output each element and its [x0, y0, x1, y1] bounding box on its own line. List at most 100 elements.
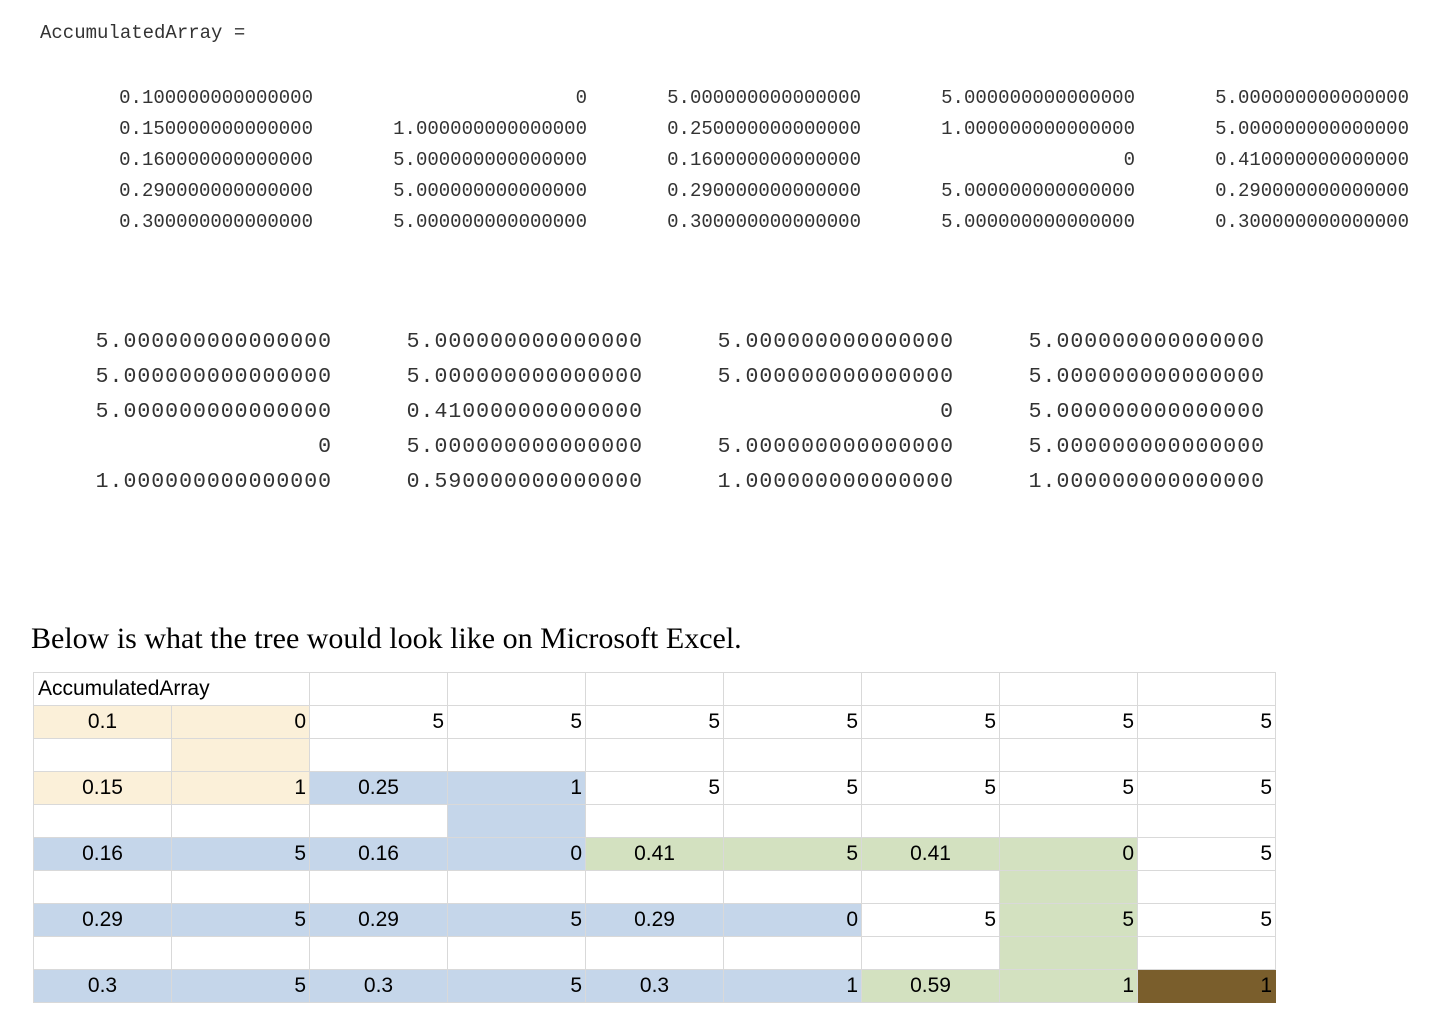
- sheet-cell[interactable]: 0: [999, 837, 1138, 871]
- sheet-cell[interactable]: [447, 936, 586, 970]
- sheet-cell[interactable]: 0.16: [33, 837, 172, 871]
- sheet-cell[interactable]: [309, 936, 448, 970]
- sheet-cell[interactable]: 0.29: [585, 903, 724, 937]
- sheet-cell[interactable]: 0.3: [309, 969, 448, 1003]
- sheet-cell[interactable]: 5: [861, 705, 1000, 739]
- sheet-cell[interactable]: [861, 870, 1000, 904]
- sheet-cell[interactable]: 5: [1137, 837, 1276, 871]
- sheet-row: 0.29 5 0.29 5 0.29 0 5 5 5: [33, 903, 1276, 937]
- sheet-cell[interactable]: [999, 870, 1138, 904]
- sheet-cell[interactable]: 0.59: [861, 969, 1000, 1003]
- sheet-cell[interactable]: [861, 936, 1000, 970]
- sheet-cell[interactable]: [1137, 672, 1276, 706]
- sheet-cell[interactable]: 5: [861, 771, 1000, 805]
- sheet-cell[interactable]: 0.15: [33, 771, 172, 805]
- sheet-cell[interactable]: 5: [171, 903, 310, 937]
- sheet-cell[interactable]: 0.25: [309, 771, 448, 805]
- sheet-cell[interactable]: 0: [447, 837, 586, 871]
- sheet-cell[interactable]: [33, 936, 172, 970]
- sheet-cell[interactable]: [1137, 804, 1276, 838]
- output-row: 5.000000000000000 0.410000000000000 0 5.000…: [40, 394, 1265, 429]
- sheet-cell[interactable]: [723, 870, 862, 904]
- output-value: 5.000000000000000: [667, 86, 861, 109]
- sheet-cell[interactable]: [33, 738, 172, 772]
- sheet-cell[interactable]: [33, 870, 172, 904]
- sheet-cell[interactable]: [447, 672, 586, 706]
- sheet-cell[interactable]: [861, 738, 1000, 772]
- sheet-cell[interactable]: 5: [585, 771, 724, 805]
- sheet-cell[interactable]: 5: [723, 771, 862, 805]
- sheet-cell[interactable]: 1: [447, 771, 586, 805]
- sheet-cell[interactable]: [1137, 738, 1276, 772]
- sheet-cell[interactable]: 0.29: [33, 903, 172, 937]
- sheet-cell[interactable]: [171, 870, 310, 904]
- sheet-cell[interactable]: 0.29: [309, 903, 448, 937]
- sheet-cell[interactable]: 0.16: [309, 837, 448, 871]
- sheet-cell[interactable]: [171, 804, 310, 838]
- sheet-cell[interactable]: [999, 936, 1138, 970]
- sheet-cell[interactable]: [309, 870, 448, 904]
- sheet-cell[interactable]: [999, 804, 1138, 838]
- sheet-cell[interactable]: [171, 936, 310, 970]
- output-value: 5.000000000000000: [941, 86, 1135, 109]
- sheet-cell[interactable]: 5: [447, 969, 586, 1003]
- sheet-cell[interactable]: 5: [999, 903, 1138, 937]
- sheet-cell[interactable]: 5: [447, 903, 586, 937]
- sheet-cell[interactable]: 5: [171, 969, 310, 1003]
- sheet-cell[interactable]: [585, 804, 724, 838]
- output-value: 1.000000000000000: [717, 470, 954, 495]
- output-row: 0.150000000000000 1.000000000000000 0.2500…: [40, 113, 1409, 144]
- sheet-cell[interactable]: 0.41: [585, 837, 724, 871]
- sheet-cell[interactable]: 5: [723, 837, 862, 871]
- sheet-cell[interactable]: [861, 672, 1000, 706]
- output-row: 0.100000000000000 0 5.000000000000000 5.000…: [40, 82, 1409, 113]
- sheet-cell[interactable]: [171, 738, 310, 772]
- sheet-cell[interactable]: 5: [171, 837, 310, 871]
- sheet-cell[interactable]: [447, 870, 586, 904]
- sheet-cell[interactable]: 1: [171, 771, 310, 805]
- sheet-cell[interactable]: [999, 672, 1138, 706]
- sheet-cell[interactable]: [33, 804, 172, 838]
- sheet-row: [33, 936, 1276, 970]
- sheet-cell[interactable]: [309, 738, 448, 772]
- sheet-cell[interactable]: [723, 738, 862, 772]
- sheet-row: AccumulatedArray: [33, 672, 1276, 706]
- sheet-cell[interactable]: 0.3: [585, 969, 724, 1003]
- sheet-cell[interactable]: 0.41: [861, 837, 1000, 871]
- matrix-output-part-2: 5.000000000000000 5.000000000000000 5.0000…: [40, 324, 1265, 500]
- sheet-cell[interactable]: 5: [999, 771, 1138, 805]
- sheet-cell[interactable]: [309, 672, 448, 706]
- sheet-cell[interactable]: [585, 672, 724, 706]
- sheet-cell[interactable]: [585, 738, 724, 772]
- sheet-cell[interactable]: [585, 870, 724, 904]
- sheet-cell[interactable]: 5: [585, 705, 724, 739]
- sheet-cell[interactable]: 1: [999, 969, 1138, 1003]
- sheet-cell[interactable]: 0: [723, 903, 862, 937]
- sheet-cell[interactable]: [999, 738, 1138, 772]
- sheet-cell[interactable]: 0.3: [33, 969, 172, 1003]
- sheet-cell[interactable]: 5: [447, 705, 586, 739]
- sheet-cell[interactable]: [309, 804, 448, 838]
- sheet-cell[interactable]: [447, 738, 586, 772]
- sheet-cell[interactable]: 5: [999, 705, 1138, 739]
- caption-text: Below is what the tree would look like o…: [31, 622, 742, 655]
- sheet-cell[interactable]: 5: [309, 705, 448, 739]
- sheet-cell[interactable]: 5: [1137, 771, 1276, 805]
- sheet-cell[interactable]: [723, 804, 862, 838]
- sheet-cell[interactable]: 5: [1137, 903, 1276, 937]
- sheet-cell[interactable]: 5: [861, 903, 1000, 937]
- sheet-cell[interactable]: 1: [723, 969, 862, 1003]
- sheet-cell[interactable]: 5: [723, 705, 862, 739]
- sheet-cell[interactable]: [1137, 936, 1276, 970]
- sheet-row: [33, 870, 1276, 904]
- sheet-cell[interactable]: [1137, 870, 1276, 904]
- sheet-cell[interactable]: 0: [171, 705, 310, 739]
- sheet-cell[interactable]: [861, 804, 1000, 838]
- sheet-cell[interactable]: 1: [1137, 969, 1276, 1003]
- sheet-cell[interactable]: 5: [1137, 705, 1276, 739]
- sheet-cell[interactable]: [585, 936, 724, 970]
- sheet-cell[interactable]: [723, 936, 862, 970]
- sheet-cell[interactable]: [723, 672, 862, 706]
- sheet-cell[interactable]: 0.1: [33, 705, 172, 739]
- sheet-cell[interactable]: [447, 804, 586, 838]
